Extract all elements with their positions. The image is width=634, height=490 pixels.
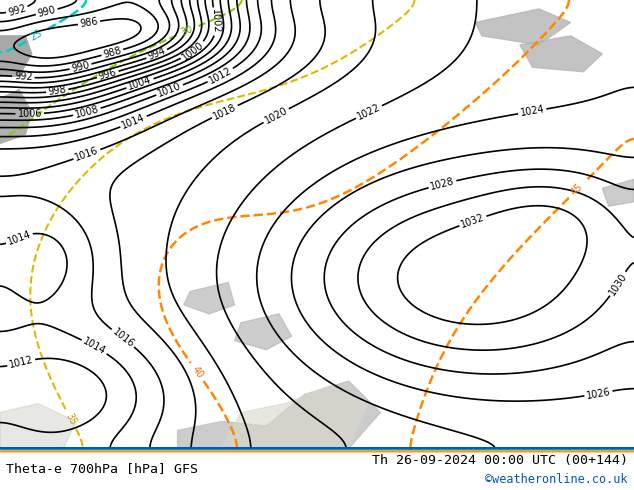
Bar <box>0 449 634 450</box>
Text: 1028: 1028 <box>429 176 456 192</box>
Text: 986: 986 <box>79 17 99 29</box>
Text: 990: 990 <box>37 5 57 19</box>
Text: 1032: 1032 <box>460 212 486 230</box>
Text: 1016: 1016 <box>74 146 100 163</box>
Polygon shape <box>0 404 76 448</box>
Text: 1008: 1008 <box>74 104 100 120</box>
Text: 1014: 1014 <box>81 336 108 357</box>
Text: 994: 994 <box>146 46 167 62</box>
Text: 25: 25 <box>28 28 44 43</box>
Polygon shape <box>178 381 380 448</box>
Polygon shape <box>0 36 32 76</box>
Text: 1014: 1014 <box>120 112 147 131</box>
Text: 30: 30 <box>179 24 194 38</box>
Text: 35: 35 <box>63 411 78 427</box>
Text: Th 26-09-2024 00:00 UTC (00+144): Th 26-09-2024 00:00 UTC (00+144) <box>372 454 628 467</box>
Text: 998: 998 <box>48 85 67 97</box>
Text: 1030: 1030 <box>607 271 629 297</box>
Bar <box>0 448 634 449</box>
Polygon shape <box>184 282 235 314</box>
Polygon shape <box>0 90 32 144</box>
Text: 45: 45 <box>569 182 585 198</box>
Text: 1012: 1012 <box>8 355 34 370</box>
Text: 1022: 1022 <box>356 102 382 122</box>
Text: 1020: 1020 <box>263 105 289 126</box>
Text: 1004: 1004 <box>127 74 153 92</box>
Text: 1010: 1010 <box>157 81 183 99</box>
Text: ©weatheronline.co.uk: ©weatheronline.co.uk <box>485 473 628 486</box>
Polygon shape <box>235 314 292 350</box>
Polygon shape <box>520 36 602 72</box>
Text: 1012: 1012 <box>207 65 234 86</box>
Polygon shape <box>476 9 571 45</box>
Text: 990: 990 <box>70 60 91 74</box>
Text: 992: 992 <box>14 72 33 83</box>
Text: 988: 988 <box>102 45 122 60</box>
Polygon shape <box>222 386 368 448</box>
Text: 1006: 1006 <box>17 109 42 119</box>
Text: Theta-e 700hPa [hPa] GFS: Theta-e 700hPa [hPa] GFS <box>6 462 198 475</box>
Text: 1016: 1016 <box>110 326 136 349</box>
Text: 1014: 1014 <box>6 229 32 246</box>
Text: 40: 40 <box>190 364 205 380</box>
Text: 992: 992 <box>7 3 27 18</box>
Bar <box>0 450 634 451</box>
Text: 1000: 1000 <box>180 40 206 62</box>
Text: 1018: 1018 <box>212 102 238 122</box>
Text: 1026: 1026 <box>585 387 611 401</box>
Text: 1024: 1024 <box>519 104 545 119</box>
Polygon shape <box>602 179 634 206</box>
Bar <box>0 447 634 448</box>
Text: 1002: 1002 <box>210 9 221 34</box>
Text: 996: 996 <box>98 67 118 82</box>
